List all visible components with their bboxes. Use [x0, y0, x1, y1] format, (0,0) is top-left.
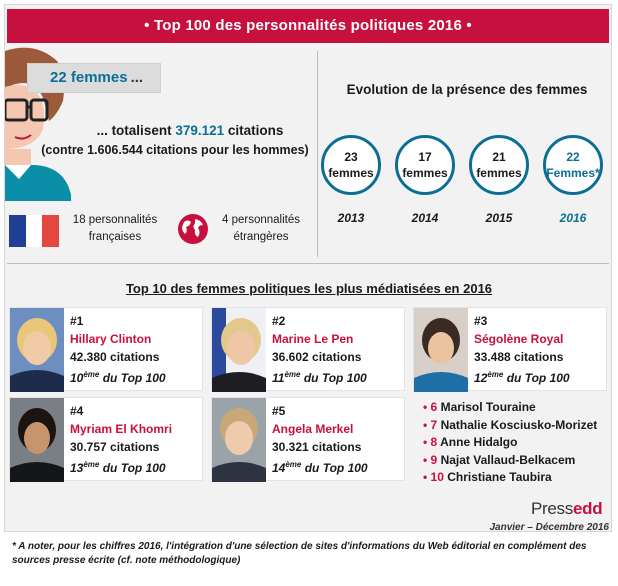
- infographic: • Top 100 des personnalités politiques 2…: [4, 4, 612, 532]
- list-item: • 6 Marisol Touraine: [423, 400, 536, 414]
- footnote: * A noter, pour les chiffres 2016, l'int…: [12, 541, 587, 566]
- card-citations: 33.488 citations: [474, 350, 564, 364]
- list-item: • 10 Christiane Taubira: [423, 470, 552, 485]
- card-citations: 42.380 citations: [70, 350, 160, 364]
- card-position: 12ème du Top 100: [474, 370, 570, 385]
- women-dots: ...: [130, 69, 144, 86]
- portrait-photo: [212, 398, 266, 482]
- pressedd-logo: Pressedd: [531, 499, 603, 518]
- evolution-unit: Femmes*: [546, 166, 600, 180]
- total-value: 379.121: [175, 123, 225, 138]
- french-count: 18 personnalités françaises: [72, 214, 158, 243]
- vertical-divider: [317, 51, 318, 257]
- politician-card-4: #4 Myriam El Khomri 30.757 citations 13è…: [9, 397, 203, 482]
- politician-card-2: #2 Marine Le Pen 36.602 citations 11ème …: [211, 307, 405, 392]
- politician-card-3: #3 Ségolène Royal 33.488 citations 12ème…: [413, 307, 607, 392]
- evolution-circle-2013: 23 femmes: [321, 135, 381, 195]
- foreign-count: 4 personnalités étrangères: [222, 214, 300, 243]
- evolution-year: 2014: [411, 211, 439, 225]
- card-name: Angela Merkel: [272, 422, 354, 436]
- top10-title: Top 10 des femmes politiques les plus mé…: [125, 281, 493, 296]
- card-name: Marine Le Pen: [272, 332, 354, 346]
- total-prefix: ... totalisent: [96, 123, 172, 138]
- portrait-photo: [414, 308, 468, 392]
- card-rank: #1: [70, 314, 84, 328]
- evolution-count: 17: [418, 150, 432, 164]
- period-label: Janvier – Décembre 2016: [489, 522, 609, 532]
- evolution-year: 2015: [485, 211, 513, 225]
- portrait-photo: [212, 308, 266, 392]
- evolution-count: 23: [344, 150, 358, 164]
- portrait-photo: [10, 398, 64, 482]
- list-item: • 7 Nathalie Kosciusko-Morizet: [423, 417, 598, 432]
- card-position: 11ème du Top 100: [272, 370, 367, 385]
- list-item: • 8 Anne Hidalgo: [423, 435, 518, 450]
- evolution-year: 2013: [337, 211, 365, 225]
- evolution-unit: femmes: [402, 166, 448, 180]
- evolution-unit: femmes: [328, 166, 374, 180]
- men-comparison: (contre 1.606.544 citations pour les hom…: [41, 143, 309, 157]
- card-name: Ségolène Royal: [474, 332, 564, 346]
- card-position: 10ème du Top 100: [70, 370, 166, 385]
- evolution-circle-2016: 22 Femmes*: [543, 135, 603, 195]
- evolution-count: 21: [492, 150, 506, 164]
- card-rank: #4: [70, 404, 84, 418]
- card-rank: #3: [474, 314, 488, 328]
- card-position: 14ème du Top 100: [272, 460, 368, 475]
- banner-title: • Top 100 des personnalités politiques 2…: [7, 9, 609, 43]
- women-count: 22 femmes: [50, 69, 128, 86]
- card-citations: 30.321 citations: [272, 440, 362, 454]
- card-rank: #5: [272, 404, 286, 418]
- politician-card-5: #5 Angela Merkel 30.321 citations 14ème …: [211, 397, 405, 482]
- card-citations: 30.757 citations: [70, 440, 160, 454]
- french-flag-icon: [9, 215, 59, 247]
- card-citations: 36.602 citations: [272, 350, 362, 364]
- globe-icon: [178, 214, 208, 244]
- total-suffix: citations: [227, 123, 284, 138]
- evolution-circle-2015: 21 femmes: [469, 135, 529, 195]
- horizontal-divider: [7, 263, 609, 264]
- evolution-title: Evolution de la présence des femmes: [346, 82, 588, 97]
- card-position: 13ème du Top 100: [70, 460, 166, 475]
- evolution-count: 22: [566, 150, 580, 164]
- portrait-photo: [10, 308, 64, 392]
- politician-card-1: #1 Hillary Clinton 42.380 citations 10èm…: [9, 307, 203, 392]
- card-name: Myriam El Khomri: [70, 422, 173, 436]
- total-citations: ... totalisent 379.121 citations: [65, 123, 315, 138]
- evolution-year: 2016: [559, 211, 587, 225]
- list-item: • 9 Najat Vallaud-Belkacem: [423, 452, 576, 467]
- women-count-pill: 22 femmes...: [27, 63, 161, 93]
- evolution-circle-2014: 17 femmes: [395, 135, 455, 195]
- evolution-unit: femmes: [476, 166, 522, 180]
- card-name: Hillary Clinton: [70, 332, 152, 346]
- others-list: • 6 Marisol Touraine • 7 Nathalie Kosciu…: [423, 399, 609, 487]
- card-rank: #2: [272, 314, 286, 328]
